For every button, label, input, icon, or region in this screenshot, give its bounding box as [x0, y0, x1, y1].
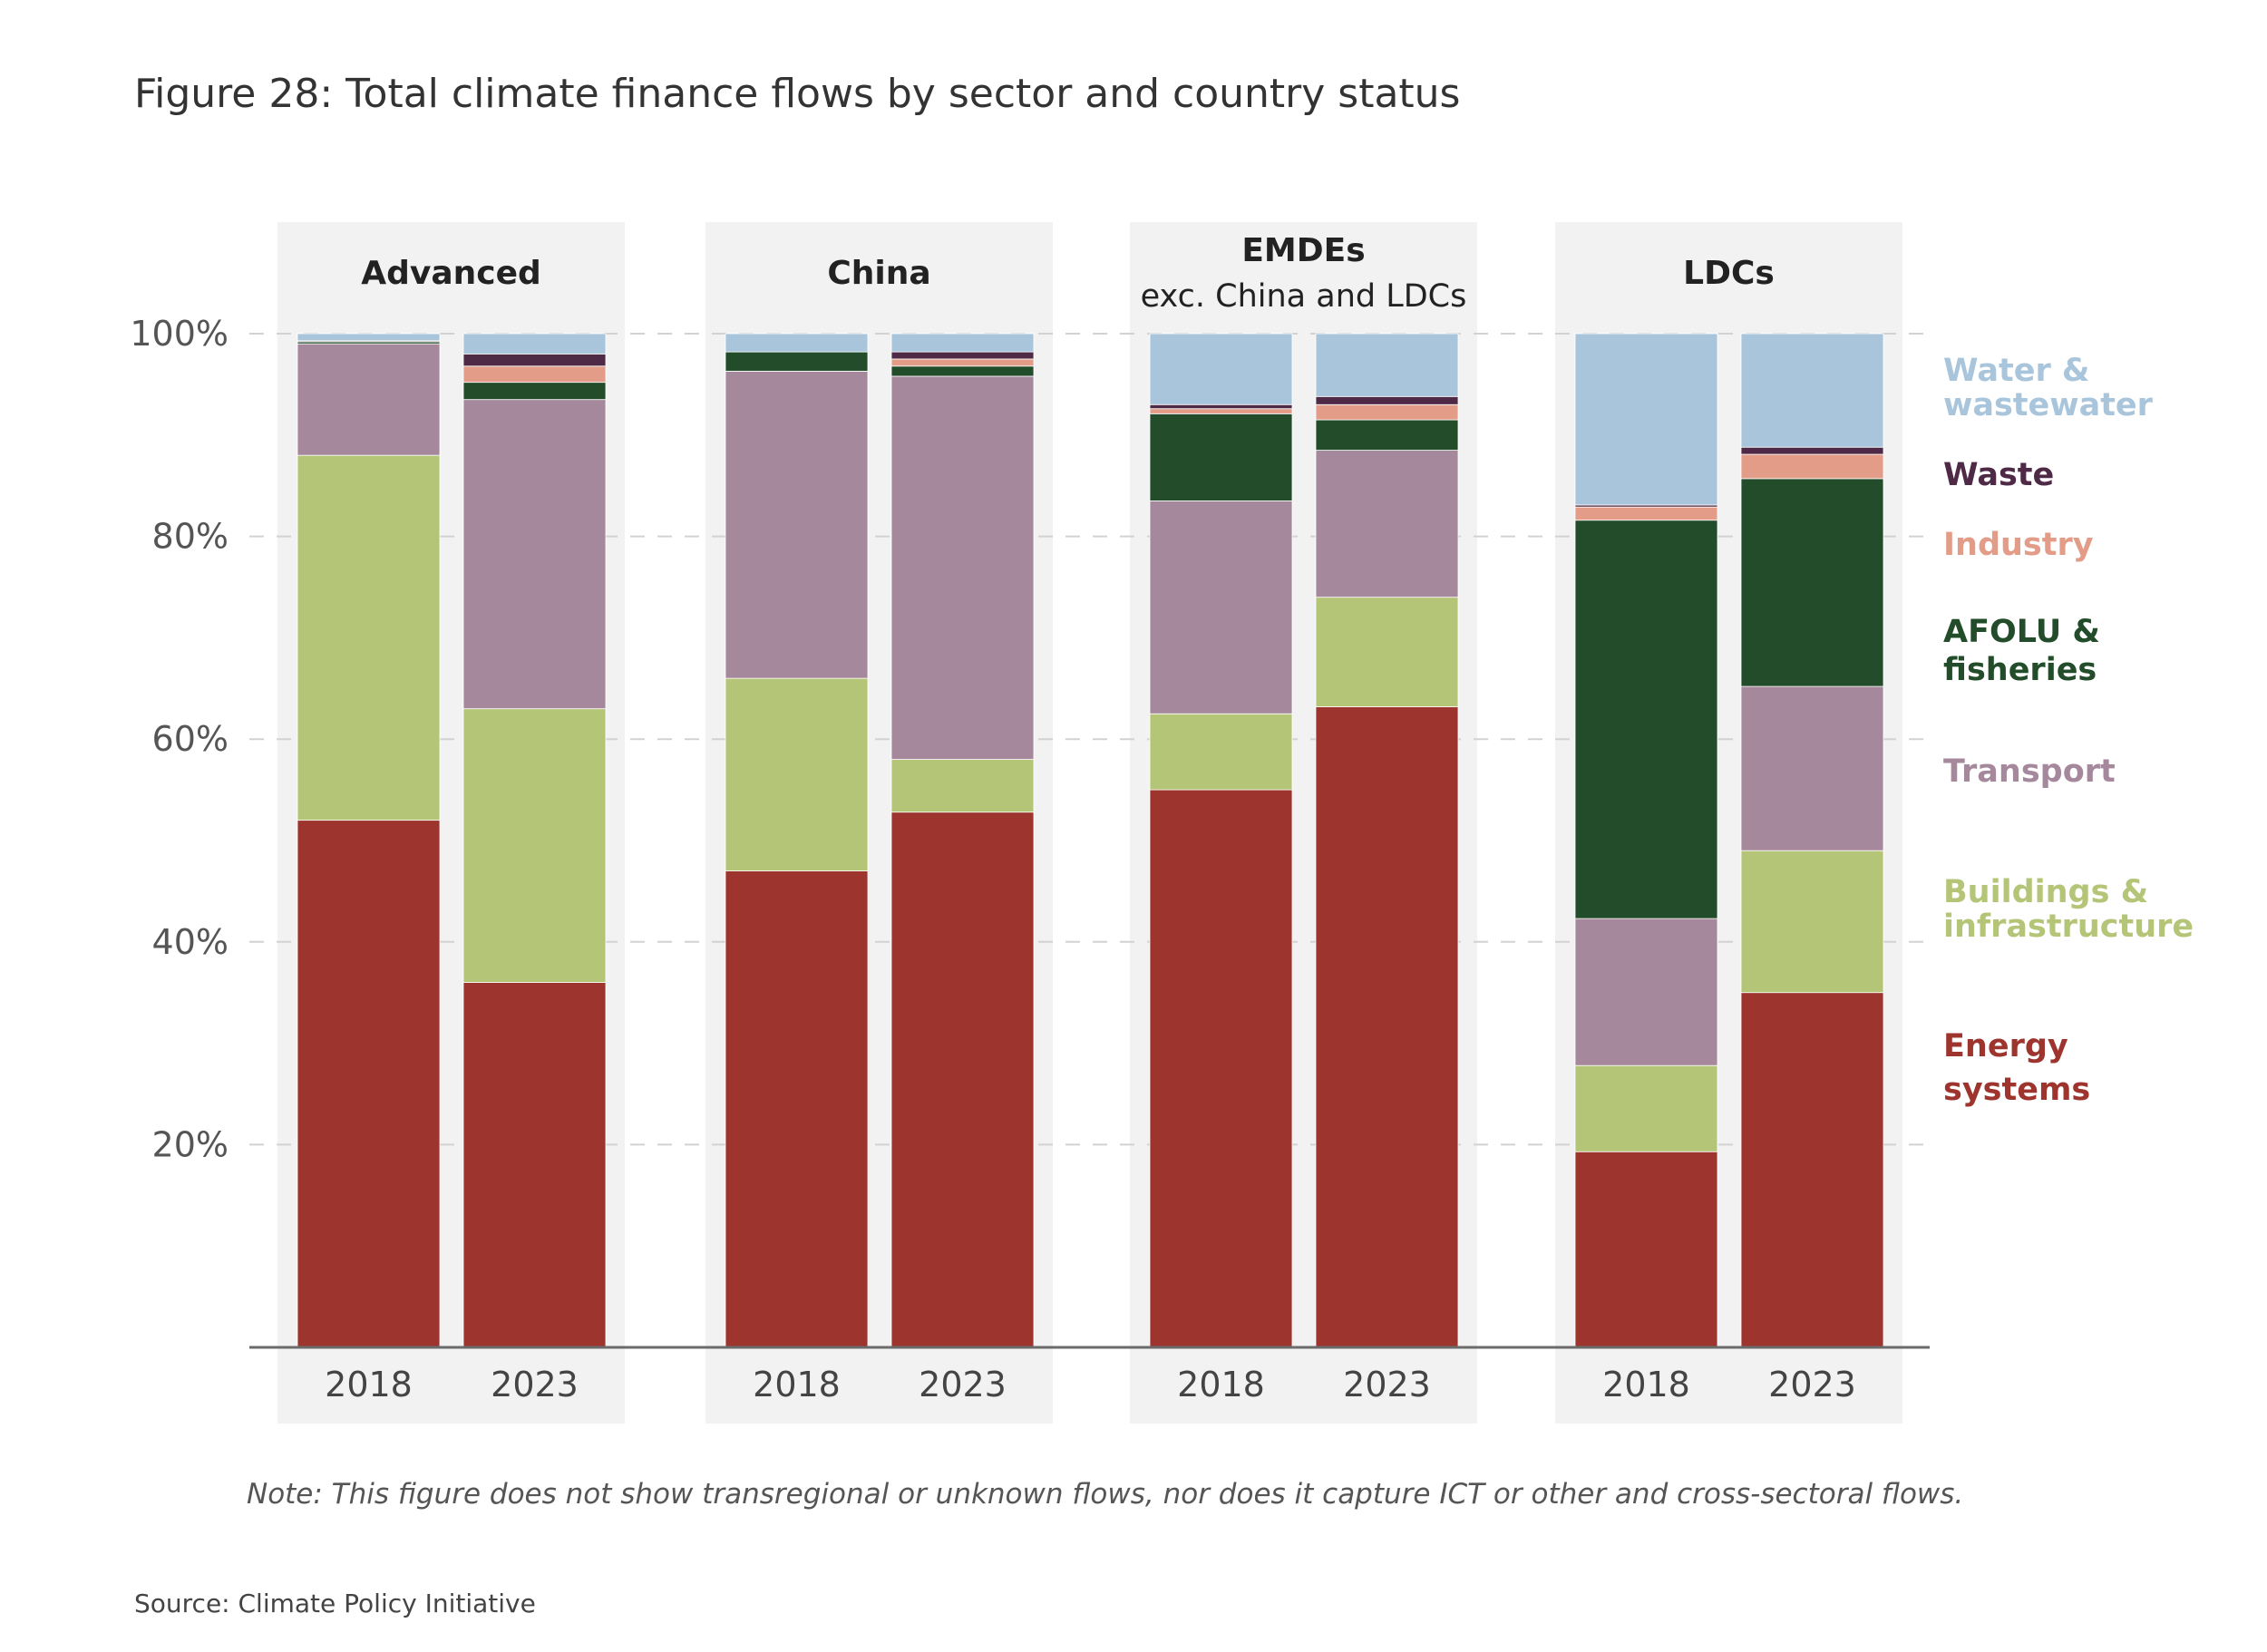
bar-segment-ldcs-2018-5	[1574, 506, 1718, 521]
bar-segment-ldcs-2023-6	[1740, 446, 1884, 455]
bar-segment-emdes-2023-4	[1315, 419, 1459, 451]
bar-segment-ldcs-2018-1	[1574, 1151, 1718, 1348]
bars	[297, 333, 1884, 1348]
bar-segment-emdes-2018-4	[1149, 413, 1293, 501]
bar-segment-advanced-2023-1	[462, 982, 607, 1348]
x-tick-label: 2023	[1343, 1365, 1431, 1404]
bar-segment-ldcs-2023-7	[1740, 333, 1884, 448]
y-axis-ticks: 20% 40% 60% 80% 100%	[130, 314, 229, 1164]
bar-segment-china-2018-4	[725, 351, 869, 372]
bar-segment-emdes-2018-1	[1149, 789, 1293, 1348]
bar-segment-ldcs-2018-7	[1574, 333, 1718, 506]
legend-item: Water & wastewater	[1943, 353, 2154, 423]
legend-item: Transport	[1943, 753, 2116, 790]
x-tick-label: 2023	[1768, 1365, 1856, 1404]
x-tick-label: 2018	[1602, 1365, 1690, 1404]
bar-segment-china-2023-1	[890, 811, 1035, 1348]
x-tick-label: 2018	[325, 1365, 413, 1404]
bar-segment-emdes-2018-5	[1149, 408, 1293, 414]
bar-segment-china-2023-3	[890, 375, 1035, 760]
legend-item: Waste	[1943, 457, 2054, 493]
x-tick-label: 2018	[1177, 1365, 1265, 1404]
figure-source: Source: Climate Policy Initiative	[134, 1589, 536, 1618]
y-tick-label: 20%	[152, 1124, 229, 1164]
bar-segment-emdes-2018-3	[1149, 500, 1293, 714]
bar-segment-emdes-2023-1	[1315, 706, 1459, 1348]
bar-segment-china-2023-6	[890, 351, 1035, 360]
group-title: China	[827, 255, 930, 292]
bar-segment-ldcs-2023-5	[1740, 453, 1884, 480]
bar-segment-emdes-2023-6	[1315, 395, 1459, 405]
y-tick-label: 60%	[152, 719, 229, 759]
bar-segment-china-2023-4	[890, 365, 1035, 377]
legend-item: Buildings & infrastructure	[1943, 874, 2194, 945]
bar-segment-china-2018-3	[725, 370, 869, 679]
bar-segment-emdes-2018-7	[1149, 333, 1293, 405]
bar-segment-advanced-2023-2	[462, 708, 607, 983]
group-title: LDCs	[1683, 255, 1775, 292]
bar-segment-ldcs-2018-3	[1574, 918, 1718, 1066]
x-tick-label: 2018	[753, 1365, 841, 1404]
bar-segment-advanced-2018-2	[297, 454, 441, 821]
bar-segment-advanced-2023-4	[462, 382, 607, 401]
bar-segment-china-2023-5	[890, 358, 1035, 367]
bar-segment-ldcs-2018-4	[1574, 520, 1718, 919]
x-tick-label: 2023	[919, 1365, 1007, 1404]
bar-segment-emdes-2018-6	[1149, 403, 1293, 410]
bar-segment-china-2018-2	[725, 677, 869, 871]
x-axis-labels: 2018 2023 2018 2023 2018 2023 2018 2023	[325, 1365, 1856, 1404]
bar-segment-emdes-2023-5	[1315, 403, 1459, 421]
bar-segment-ldcs-2023-4	[1740, 478, 1884, 687]
legend-item: Industry	[1943, 527, 2094, 563]
legend-item: Energy systems	[1943, 1028, 2090, 1108]
bar-segment-emdes-2023-2	[1315, 597, 1459, 707]
bar-segment-advanced-2023-5	[462, 365, 607, 384]
bar-segment-ldcs-2023-1	[1740, 992, 1884, 1348]
group-subtitle: exc. China and LDCs	[1141, 278, 1467, 315]
legend-item: AFOLU & fisheries	[1943, 614, 2100, 688]
bar-segment-ldcs-2023-2	[1740, 850, 1884, 994]
group-title: EMDEs	[1241, 232, 1365, 269]
bar-segment-advanced-2018-1	[297, 820, 441, 1348]
bar-segment-ldcs-2023-3	[1740, 685, 1884, 851]
bar-segment-emdes-2023-7	[1315, 333, 1459, 397]
y-tick-label: 80%	[152, 517, 229, 557]
x-tick-label: 2023	[491, 1365, 579, 1404]
y-tick-label: 100%	[130, 314, 229, 354]
bar-segment-emdes-2023-3	[1315, 450, 1459, 598]
chart-title: Figure 28: Total climate finance flows b…	[134, 71, 1461, 117]
bar-segment-advanced-2018-7	[297, 333, 441, 342]
bar-segment-advanced-2023-3	[462, 399, 607, 710]
legend: Water & wastewater Waste Industry AFOLU & fis…	[1943, 353, 2194, 1108]
y-tick-label: 40%	[152, 922, 229, 962]
bar-segment-china-2018-1	[725, 870, 869, 1348]
bar-segment-advanced-2023-6	[462, 353, 607, 367]
figure-note: Note: This figure does not show transreg…	[247, 1478, 1964, 1511]
group-title: Advanced	[361, 255, 541, 292]
bar-segment-emdes-2018-2	[1149, 713, 1293, 791]
bar-segment-advanced-2023-7	[462, 333, 607, 355]
bar-segment-ldcs-2018-2	[1574, 1064, 1718, 1152]
bar-segment-advanced-2018-3	[297, 343, 441, 456]
bar-segment-china-2023-7	[890, 333, 1035, 353]
bar-segment-china-2023-2	[890, 759, 1035, 813]
bar-segment-china-2018-7	[725, 333, 869, 353]
group-titles: Advanced China EMDEs exc. China and LDCs LDC…	[361, 232, 1775, 315]
